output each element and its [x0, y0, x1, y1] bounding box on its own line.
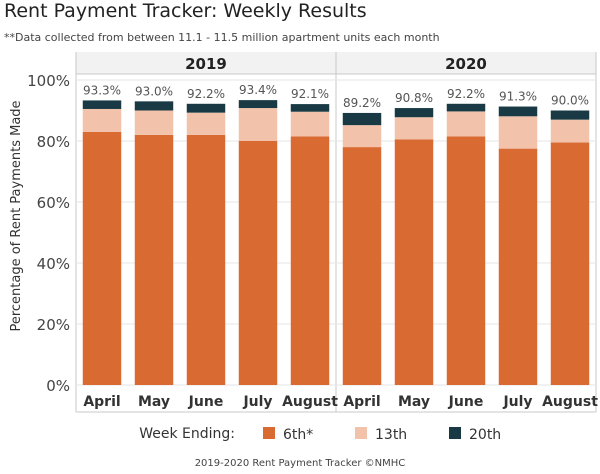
labels: 0% 20% 40% 60% 80% 100% 2019 93.3% April 93.0% May…	[27, 55, 598, 410]
bar-segment-20th-2020-august	[550, 110, 590, 120]
bar-segment-13th-2019-august	[290, 111, 330, 137]
bar-segment-20th-2019-july	[238, 100, 278, 109]
x-tick-label: May	[398, 394, 430, 410]
legend-label: 6th*	[283, 427, 313, 443]
y-tick-label: 100%	[27, 72, 70, 90]
bars	[82, 100, 590, 385]
total-label: 93.0%	[135, 84, 173, 98]
bar-segment-6th-2019-july	[238, 141, 278, 385]
bar-segment-6th-2020-april	[342, 147, 382, 385]
bar-segment-6th-2020-june	[446, 136, 486, 385]
bar-segment-20th-2019-may	[134, 101, 174, 111]
total-label: 89.2%	[343, 96, 381, 110]
chart-subtitle: **Data collected from between 11.1 - 11.…	[4, 31, 440, 44]
group-title-2020: 2020	[445, 55, 487, 73]
bar-segment-20th-2020-may	[394, 108, 434, 118]
rent-payment-chart: 0% 20% 40% 60% 80% 100% 2019 93.3% April 93.0% May…	[9, 52, 598, 443]
bar-segment-20th-2019-august	[290, 104, 330, 112]
x-tick-label: June	[188, 394, 224, 410]
total-label: 93.4%	[239, 83, 277, 97]
legend-label: 20th	[469, 427, 501, 443]
y-tick-label: 20%	[37, 316, 70, 334]
bar-segment-6th-2019-june	[186, 134, 226, 385]
bar-segment-13th-2020-may	[394, 117, 434, 140]
x-tick-label: April	[343, 394, 380, 410]
bar-segment-20th-2020-june	[446, 103, 486, 112]
legend-swatch-13th	[355, 427, 367, 439]
bar-segment-20th-2019-june	[186, 103, 226, 113]
bar-segment-13th-2019-april	[82, 108, 122, 132]
y-tick-label: 80%	[37, 133, 70, 151]
legend-swatch-20th	[449, 427, 461, 439]
bar-segment-20th-2020-april	[342, 112, 382, 126]
bar-segment-6th-2020-july	[498, 148, 538, 385]
total-label: 92.2%	[447, 87, 485, 101]
group-title-2019: 2019	[185, 55, 227, 73]
chart-title: Rent Payment Tracker: Weekly Results	[4, 0, 367, 22]
x-tick-label: May	[138, 394, 170, 410]
bar-segment-13th-2019-june	[186, 112, 226, 135]
x-tick-label: June	[448, 394, 484, 410]
legend-label: 13th	[375, 427, 407, 443]
bar-segment-6th-2020-may	[394, 139, 434, 385]
total-label: 91.3%	[499, 90, 537, 104]
y-tick-label: 40%	[37, 255, 70, 273]
total-label: 92.2%	[187, 87, 225, 101]
x-tick-label: August	[282, 394, 338, 410]
legend-title: Week Ending:	[139, 426, 235, 442]
bar-segment-20th-2020-july	[498, 106, 538, 117]
bar-segment-20th-2019-april	[82, 100, 122, 109]
bar-segment-6th-2019-april	[82, 131, 122, 385]
bar-segment-6th-2020-august	[550, 142, 590, 385]
total-label: 90.0%	[551, 94, 589, 108]
total-label: 92.1%	[291, 87, 329, 101]
legend: 6th* 13th 20th	[263, 427, 501, 443]
bar-segment-6th-2019-may	[134, 134, 174, 385]
x-tick-label: April	[83, 394, 120, 410]
y-tick-label: 0%	[46, 377, 70, 395]
bar-segment-13th-2019-may	[134, 110, 174, 135]
bar-segment-13th-2020-april	[342, 125, 382, 148]
x-tick-label: July	[242, 394, 272, 410]
y-tick-label: 60%	[37, 194, 70, 212]
total-label: 93.3%	[83, 83, 121, 97]
bar-segment-13th-2020-june	[446, 111, 486, 137]
total-label: 90.8%	[395, 91, 433, 105]
x-tick-label: July	[502, 394, 532, 410]
bar-segment-6th-2019-august	[290, 136, 330, 385]
y-axis-label: Percentage of Rent Payments Made	[9, 100, 24, 331]
footer-credit: 2019-2020 Rent Payment Tracker ©NMHC	[194, 458, 406, 469]
bar-segment-13th-2019-july	[238, 108, 278, 141]
legend-swatch-6th	[263, 427, 275, 439]
bar-segment-13th-2020-july	[498, 116, 538, 149]
bar-segment-13th-2020-august	[550, 119, 590, 143]
x-tick-label: August	[542, 394, 598, 410]
